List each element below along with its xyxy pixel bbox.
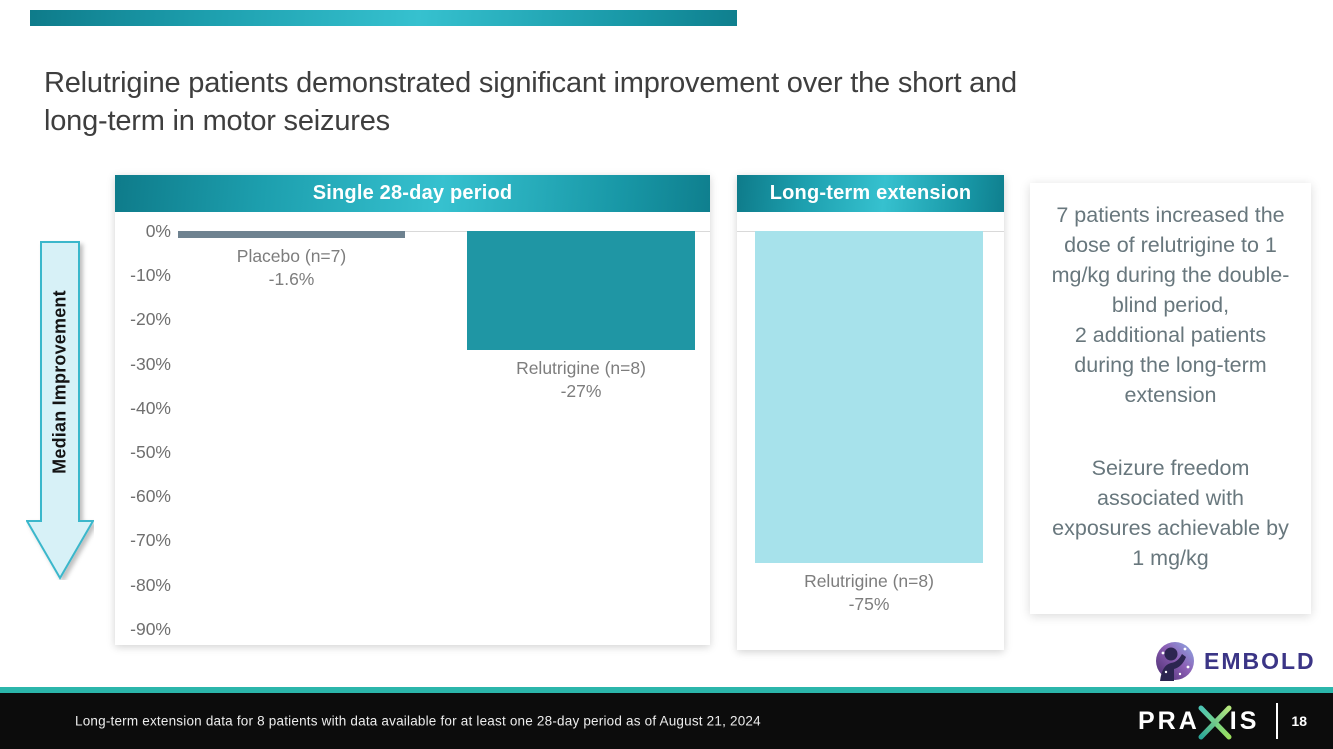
zero-baseline <box>178 231 710 232</box>
plot-area-single-28-day: 0% -10% -20% -30% -40% -50% -60% -70% -80% -90% P… <box>115 212 710 645</box>
bar-relutrigine-long-term <box>755 231 983 563</box>
bar-series-label: Placebo (n=7) <box>236 246 347 267</box>
median-improvement-arrow: Median Improvement <box>25 240 95 580</box>
y-axis-title: Median Improvement <box>49 290 70 474</box>
takeaway-paragraph-2: Seizure freedom associated with exposure… <box>1052 456 1289 570</box>
praxis-wordmark-is: IS <box>1229 706 1260 735</box>
y-tick-label: -30% <box>130 353 171 374</box>
logo-separator <box>1276 703 1279 739</box>
footer-accent-line <box>0 687 1333 693</box>
y-tick-label: -20% <box>130 309 171 330</box>
praxis-x-icon <box>1198 705 1232 740</box>
page-title-line-2: long-term in motor seizures <box>44 105 390 137</box>
bar-label-placebo: Placebo (n=7) -1.6% <box>178 245 405 291</box>
bar-label-relutrigine-long-term: Relutrigine (n=8) -75% <box>755 570 983 616</box>
y-tick-label: -50% <box>130 442 171 462</box>
y-tick-label: -40% <box>130 397 171 418</box>
praxis-logo: PRA IS 18 <box>1138 701 1307 741</box>
y-tick-label: -80% <box>130 574 171 595</box>
takeaway-paragraph-1a: 7 patients increased the dose of relutri… <box>1051 203 1290 317</box>
plot-area-long-term: Relutrigine (n=8) -75% <box>737 212 1004 650</box>
panel-header-long-term: Long-term extension <box>737 175 1004 212</box>
embold-logo: EMBOLD <box>1155 641 1316 681</box>
embold-wordmark: EMBOLD <box>1204 647 1316 674</box>
embold-icon <box>1156 642 1194 681</box>
y-tick-label: 0% <box>145 221 171 241</box>
bar-label-relutrigine-28day: Relutrigine (n=8) -27% <box>467 357 695 403</box>
bar-value-label: -27% <box>560 381 602 402</box>
y-tick-label: -60% <box>130 486 171 507</box>
bar-series-label: Relutrigine (n=8) <box>804 570 934 591</box>
y-tick-label: -70% <box>130 530 171 551</box>
page-title: Relutrigine patients demonstrated signif… <box>44 64 1304 140</box>
takeaway-paragraph-1: 7 patients increased the dose of relutri… <box>1045 200 1296 410</box>
down-arrow-icon <box>25 241 95 580</box>
footer-bar: Long-term extension data for 8 patients … <box>0 693 1333 749</box>
page-title-line-1: Relutrigine patients demonstrated signif… <box>44 67 1017 99</box>
top-accent-bar <box>30 10 737 26</box>
key-takeaway-card: 7 patients increased the dose of relutri… <box>1030 183 1311 614</box>
chart-panel-single-28-day: Single 28-day period 0% -10% -20% -30% -40% -… <box>115 175 710 645</box>
bar-placebo <box>178 231 405 239</box>
page-number: 18 <box>1291 713 1307 729</box>
bar-value-label: -75% <box>848 593 890 614</box>
y-tick-label: -10% <box>130 265 171 286</box>
chart-panel-long-term: Long-term extension Relutrigine (n=8) -7… <box>737 175 1004 650</box>
bar-relutrigine-28day <box>467 231 695 351</box>
takeaway-paragraph-1b: 2 additional patients during the long-te… <box>1074 323 1267 407</box>
footnote-text: Long-term extension data for 8 patients … <box>75 713 761 729</box>
praxis-wordmark-pra: PRA <box>1138 706 1200 735</box>
panel-header-single-28-day: Single 28-day period <box>115 175 710 212</box>
bar-series-label: Relutrigine (n=8) <box>516 358 646 379</box>
y-tick-label: -90% <box>130 618 171 639</box>
bar-value-label: -1.6% <box>268 269 315 290</box>
